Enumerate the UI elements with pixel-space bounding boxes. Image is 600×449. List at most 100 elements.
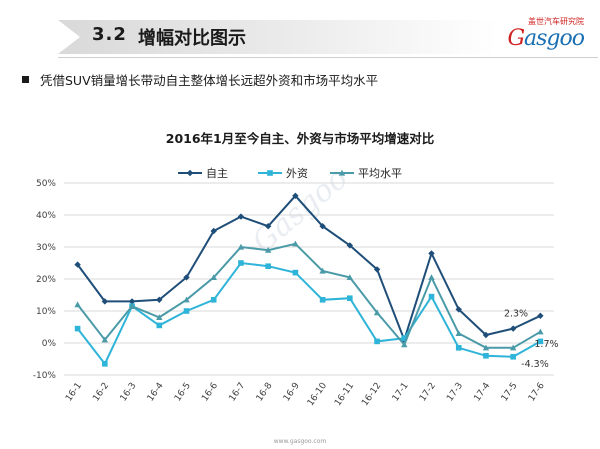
data-point bbox=[128, 298, 136, 305]
x-tick-label: 16-9 bbox=[282, 381, 302, 404]
data-point bbox=[292, 240, 299, 247]
data-point bbox=[373, 266, 381, 273]
data-point bbox=[428, 250, 435, 257]
legend: 自主 外资 平均水平 bbox=[178, 167, 402, 180]
y-tick-label: 50% bbox=[36, 179, 56, 189]
section-title: 增幅对比图示 bbox=[138, 28, 246, 49]
logo-caption: 盖世汽车研究院 bbox=[528, 17, 584, 26]
series-lines bbox=[74, 192, 544, 367]
series-line bbox=[76, 194, 541, 343]
data-point bbox=[210, 274, 217, 280]
series-2 bbox=[74, 240, 544, 351]
y-tick-label: -10% bbox=[33, 371, 57, 381]
x-tick-label: 16-8 bbox=[255, 381, 275, 404]
data-point bbox=[455, 306, 462, 313]
data-point bbox=[401, 335, 408, 341]
x-tick-label: 16-12 bbox=[360, 381, 383, 408]
data-point bbox=[537, 338, 544, 345]
x-tick-label: 17-5 bbox=[500, 381, 520, 403]
series-line bbox=[76, 242, 541, 349]
x-tick-label: 16-3 bbox=[119, 381, 139, 403]
data-point bbox=[482, 331, 490, 339]
data-point bbox=[101, 298, 109, 305]
x-tick-label: 16-11 bbox=[333, 381, 356, 408]
data-point bbox=[319, 297, 326, 303]
legend-label: 外资 bbox=[286, 167, 308, 180]
data-point bbox=[186, 169, 194, 177]
data-point bbox=[128, 303, 136, 309]
y-tick-label: 20% bbox=[36, 275, 56, 285]
gridlines bbox=[64, 182, 554, 376]
data-point bbox=[455, 345, 462, 351]
x-tick-label: 16-5 bbox=[173, 381, 193, 403]
growth-comparison-chart: 2016年1月至今自主、外资与市场平均增速对比 Gasgoo 50%40%30%… bbox=[33, 131, 559, 408]
legend-label: 平均水平 bbox=[358, 167, 402, 180]
data-point bbox=[374, 338, 380, 345]
annotations: 2.3% 1.7% -4.3% bbox=[504, 308, 559, 370]
title-band bbox=[58, 20, 498, 54]
data-point bbox=[483, 353, 489, 359]
data-point bbox=[510, 353, 516, 360]
annotation-label: 2.3% bbox=[504, 308, 528, 319]
annotation-label: -4.3% bbox=[521, 359, 549, 370]
x-tick-label: 17-2 bbox=[418, 381, 438, 403]
data-point bbox=[238, 260, 244, 266]
data-point bbox=[346, 274, 354, 280]
chart-title: 2016年1月至今自主、外资与市场平均增速对比 bbox=[166, 131, 435, 146]
data-point bbox=[267, 170, 273, 176]
data-point bbox=[346, 242, 354, 249]
data-point bbox=[156, 296, 163, 303]
y-tick-label: 30% bbox=[36, 243, 56, 253]
gasgoo-logo: 盖世汽车研究院 Gasgoo bbox=[484, 16, 585, 56]
data-point bbox=[237, 213, 245, 220]
data-point bbox=[455, 330, 462, 336]
data-point bbox=[156, 322, 163, 329]
y-tick-label: 10% bbox=[36, 307, 56, 317]
y-tick-label: 0% bbox=[42, 339, 57, 349]
data-point bbox=[74, 261, 81, 268]
data-point bbox=[537, 328, 544, 335]
data-point bbox=[338, 169, 346, 176]
data-point bbox=[319, 267, 326, 274]
data-point bbox=[183, 296, 190, 303]
x-tick-label: 16-6 bbox=[200, 381, 220, 404]
x-tick-label: 17-4 bbox=[472, 381, 492, 404]
data-point bbox=[537, 312, 544, 319]
series-1 bbox=[74, 260, 544, 367]
x-tick-label: 16-10 bbox=[306, 381, 329, 408]
data-point bbox=[183, 308, 190, 314]
data-point bbox=[156, 314, 163, 320]
data-point bbox=[292, 192, 299, 199]
x-tick-label: 16-2 bbox=[91, 381, 111, 403]
x-tick-label: 17-6 bbox=[527, 381, 547, 404]
x-tick-label: 16-7 bbox=[227, 381, 247, 403]
x-tick-label: 17-1 bbox=[391, 381, 411, 403]
y-axis-ticks: 50% 40% 30% 20% 10% 0% -10% bbox=[33, 179, 57, 381]
y-tick-label: 40% bbox=[36, 211, 56, 221]
footer-url: www.gasgoo.com bbox=[273, 438, 327, 445]
data-point bbox=[264, 223, 272, 230]
data-point bbox=[373, 309, 381, 316]
header-divider bbox=[58, 57, 598, 58]
x-axis-ticks: 16-1 16-2 16-3 16-4 16-5 16-6 16-7 16-8 16-9 16-1… bbox=[64, 381, 547, 408]
series-line bbox=[76, 261, 541, 366]
x-tick-label: 16-1 bbox=[64, 381, 84, 403]
x-tick-label: 16-4 bbox=[146, 381, 166, 404]
data-point bbox=[401, 341, 408, 348]
data-point bbox=[509, 325, 517, 332]
data-point bbox=[509, 344, 517, 351]
legend-label: 自主 bbox=[206, 167, 228, 180]
logo-text: Gasgoo bbox=[507, 26, 585, 51]
data-point bbox=[265, 263, 271, 269]
section-number: 3.2 bbox=[92, 24, 127, 45]
subtitle: 凭借SUV销量增长带动自主整体增长远超外资和市场平均水平 bbox=[40, 73, 379, 88]
data-point bbox=[319, 223, 326, 230]
data-point bbox=[74, 301, 81, 308]
x-tick-label: 17-3 bbox=[445, 381, 465, 403]
data-point bbox=[292, 269, 299, 276]
data-point bbox=[264, 247, 272, 253]
annotation-label: 1.7% bbox=[534, 339, 558, 350]
data-point bbox=[428, 274, 435, 280]
data-point bbox=[183, 274, 190, 281]
data-point bbox=[347, 295, 353, 301]
